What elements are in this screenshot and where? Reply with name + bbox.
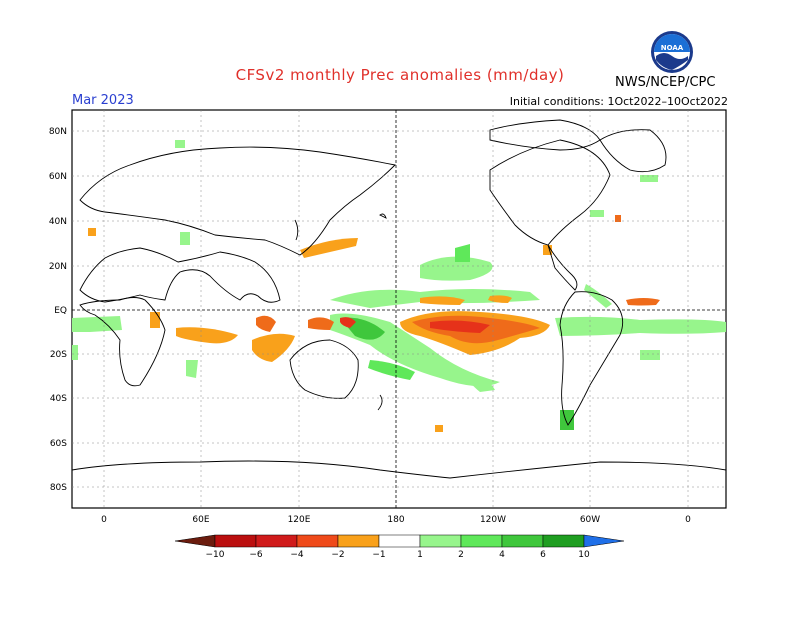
graticule (72, 110, 726, 508)
lon-labels: 0 60E 120E 180 120W 60W 0 (101, 515, 691, 525)
lat-label: 20N (49, 262, 67, 272)
lon-label: 0 (685, 515, 691, 525)
lat-label: EQ (54, 306, 67, 316)
initial-conditions: Initial conditions: 1Oct2022–10Oct2022 (509, 95, 728, 108)
colorbar-label: 2 (458, 550, 464, 560)
colorbar-label: −2 (331, 550, 344, 560)
lat-label: 80N (49, 127, 67, 137)
forecast-month: Mar 2023 (72, 93, 134, 108)
colorbar-label: 4 (499, 550, 505, 560)
colorbar-label: −4 (290, 550, 304, 560)
colorbar-label: 1 (417, 550, 423, 560)
lat-label: 80S (50, 483, 67, 493)
colorbar-label: 6 (540, 550, 546, 560)
lat-labels: 80N 60N 40N 20N EQ 20S 40S 60S 80S (49, 127, 67, 493)
lon-label: 120E (288, 515, 311, 525)
colorbar-arrow-left (174, 534, 216, 548)
lat-label: 20S (50, 350, 67, 360)
colorbar-arrow-right (583, 534, 625, 548)
colorbar-label: −1 (372, 550, 385, 560)
colorbar-labels: −10 −6 −4 −2 −1 1 2 4 6 10 (206, 550, 590, 560)
coastlines (72, 119, 726, 479)
noaa-logo-icon: NOAA (651, 31, 693, 73)
map-frame (71, 109, 727, 509)
map-title: CFSv2 monthly Prec anomalies (mm/day) (235, 66, 565, 84)
lon-label: 0 (101, 515, 107, 525)
colorbar-label: 10 (578, 550, 590, 560)
dry-anomalies (88, 215, 660, 432)
lat-label: 60S (50, 439, 67, 449)
lon-label: 120W (480, 515, 506, 525)
colorbar-label: −6 (249, 550, 263, 560)
lat-label: 40N (49, 217, 67, 227)
lon-label: 60E (192, 515, 209, 525)
colorbar-label: −10 (206, 550, 225, 560)
lat-label: 40S (50, 394, 67, 404)
lon-label: 60W (580, 515, 600, 525)
agency-label: NWS/NCEP/CPC (615, 75, 716, 90)
colorbar (174, 534, 625, 548)
lat-label: 60N (49, 172, 67, 182)
lon-label: 180 (387, 515, 404, 525)
svg-text:NOAA: NOAA (661, 44, 684, 52)
